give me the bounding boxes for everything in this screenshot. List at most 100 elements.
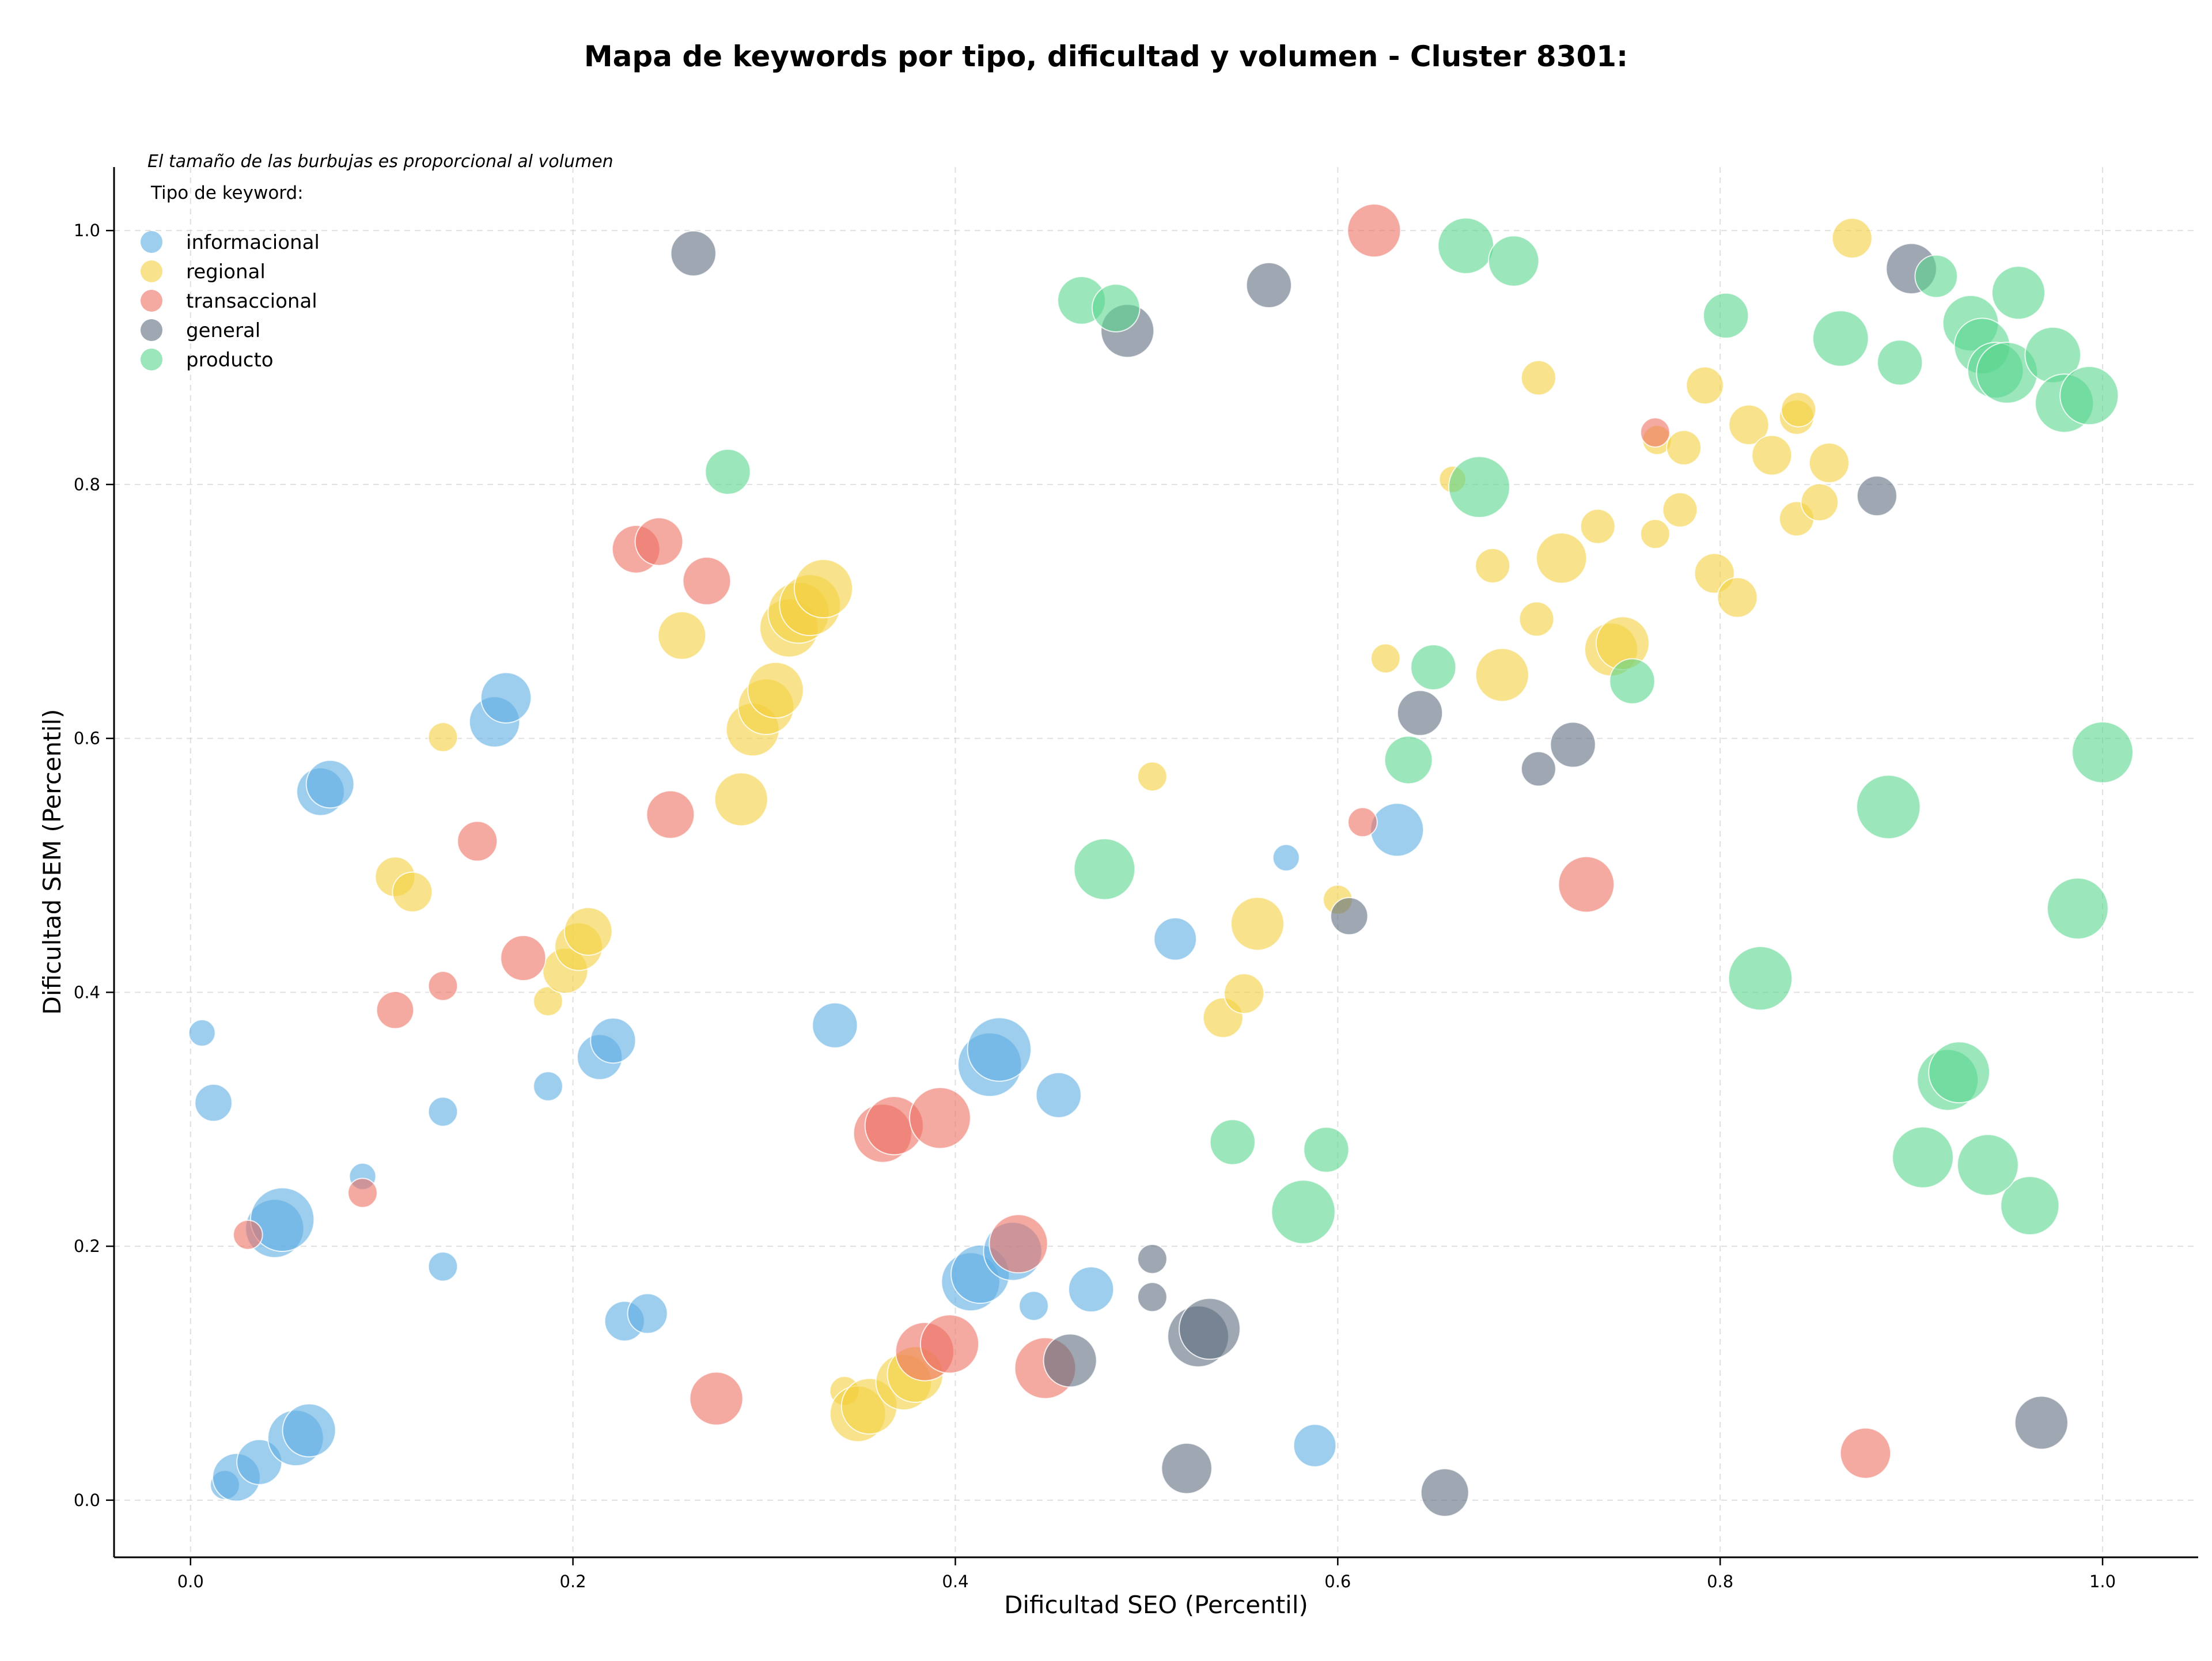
bubble-producto — [2000, 1175, 2060, 1236]
bubble-informacional — [1153, 917, 1197, 961]
x-tick-label: 0.0 — [177, 1572, 204, 1591]
bubble-transaccional — [682, 556, 732, 606]
bubble-producto — [1928, 1041, 1990, 1104]
bubble-producto — [1073, 838, 1136, 901]
x-tick-label: 0.2 — [560, 1572, 586, 1591]
bubble-general — [1161, 1443, 1213, 1494]
legend-label-general: general — [186, 319, 260, 342]
bubble-producto — [704, 448, 751, 495]
bubble-producto — [1488, 235, 1540, 287]
bubble-transaccional — [1640, 417, 1671, 448]
bubble-transaccional — [646, 790, 695, 839]
bubble-producto — [1209, 1119, 1256, 1166]
bubble-transaccional — [988, 1214, 1048, 1274]
bubble-regional — [657, 611, 707, 660]
bubble-regional — [1831, 217, 1873, 259]
bubble-producto — [1991, 266, 2046, 320]
bubble-regional — [1520, 360, 1556, 396]
bubble-regional — [1685, 366, 1724, 405]
bubble-regional — [1728, 404, 1770, 445]
y-tick-label: 1.0 — [74, 221, 100, 240]
bubble-regional — [1640, 519, 1671, 550]
legend-label-regional: regional — [186, 260, 266, 283]
bubble-regional — [1808, 442, 1850, 483]
bubble-general — [1043, 1333, 1097, 1388]
bubble-transaccional — [427, 971, 459, 1001]
legend-title: Tipo de keyword: — [150, 183, 304, 203]
bubble-informacional — [533, 1071, 563, 1102]
bubble-producto — [2046, 877, 2109, 940]
x-axis-ticks: 0.0 0.2 0.4 0.6 0.8 1.0 — [177, 1557, 2116, 1591]
bubble-transaccional — [1347, 203, 1402, 258]
bubble-informacional — [427, 1096, 459, 1127]
legend-label-transaccional: transaccional — [186, 290, 317, 313]
bubble-informacional — [305, 759, 355, 809]
legend-marker-informacional — [141, 231, 162, 253]
bubble-producto — [1856, 774, 1921, 839]
bubble-informacional — [427, 1251, 459, 1282]
bubble-producto — [1914, 254, 1959, 298]
bubble-regional — [793, 559, 854, 619]
bubble-producto — [2071, 721, 2134, 784]
bubble-regional — [1475, 648, 1529, 702]
bubble-producto — [1384, 735, 1433, 785]
bubble-regional — [1751, 434, 1793, 476]
bubble-producto — [1728, 945, 1793, 1011]
bubble-producto — [2059, 366, 2119, 426]
bubble-regional — [714, 772, 768, 827]
bubble-regional — [1800, 483, 1839, 521]
bubble-general — [2014, 1395, 2069, 1450]
bubble-informacional — [188, 1019, 216, 1047]
bubble-producto — [1877, 339, 1923, 386]
bubble-informacional — [967, 1017, 1032, 1082]
bubble-transaccional — [500, 934, 547, 981]
legend-items: informacional regional transaccional genera… — [141, 231, 320, 372]
y-tick-label: 0.6 — [74, 729, 100, 748]
bubble-producto — [1303, 1126, 1350, 1173]
bubble-informacional — [1068, 1266, 1115, 1313]
bubble-informacional — [480, 672, 532, 724]
y-tick-label: 0.8 — [74, 475, 100, 494]
bubble-regional — [427, 722, 459, 752]
bubble-general — [1550, 721, 1596, 768]
bubble-regional — [1535, 532, 1588, 584]
bubble-regional — [1781, 391, 1817, 427]
bubble-general — [670, 230, 717, 277]
bubbles-layer — [188, 203, 2134, 1518]
legend-note: El tamaño de las burbujas es proporciona… — [147, 152, 613, 172]
bubble-transaccional — [1839, 1427, 1892, 1480]
y-axis-label: Dificultad SEM (Percentil) — [38, 709, 66, 1015]
bubble-general — [1137, 1243, 1168, 1274]
bubble-transaccional — [376, 991, 415, 1030]
y-tick-label: 0.2 — [74, 1236, 100, 1256]
bubble-regional — [1137, 761, 1168, 792]
bubble-transaccional — [457, 820, 498, 862]
bubble-producto — [1956, 1134, 2019, 1196]
bubble-informacional — [1272, 843, 1300, 872]
bubble-general — [1137, 1281, 1168, 1312]
legend-marker-general — [141, 319, 162, 341]
bubble-general — [1396, 690, 1444, 736]
bubble-general — [1520, 751, 1556, 787]
legend-label-informacional: informacional — [186, 231, 320, 254]
bubble-regional — [1370, 643, 1401, 674]
bubble-informacional — [1018, 1291, 1049, 1321]
bubble-general — [1330, 896, 1369, 936]
legend-label-producto: producto — [186, 349, 274, 372]
bubble-informacional — [812, 1002, 858, 1049]
bubble-general — [1179, 1297, 1241, 1360]
bubble-transaccional — [919, 1314, 980, 1374]
y-tick-label: 0.0 — [74, 1490, 100, 1510]
bubble-transaccional — [1347, 807, 1378, 838]
bubble-informacional — [1370, 803, 1425, 857]
bubble-general — [1856, 475, 1897, 517]
x-axis-label: Dificultad SEO (Percentil) — [1004, 1591, 1308, 1619]
bubble-regional — [1662, 492, 1698, 528]
bubble-producto — [1703, 292, 1749, 339]
bubble-producto — [1609, 658, 1656, 705]
bubble-regional — [563, 907, 613, 956]
bubble-producto — [1892, 1126, 1954, 1189]
y-tick-label: 0.4 — [74, 982, 100, 1002]
x-tick-label: 0.4 — [942, 1572, 968, 1591]
y-axis-ticks: 0.0 0.2 0.4 0.6 0.8 1.0 — [74, 221, 114, 1510]
